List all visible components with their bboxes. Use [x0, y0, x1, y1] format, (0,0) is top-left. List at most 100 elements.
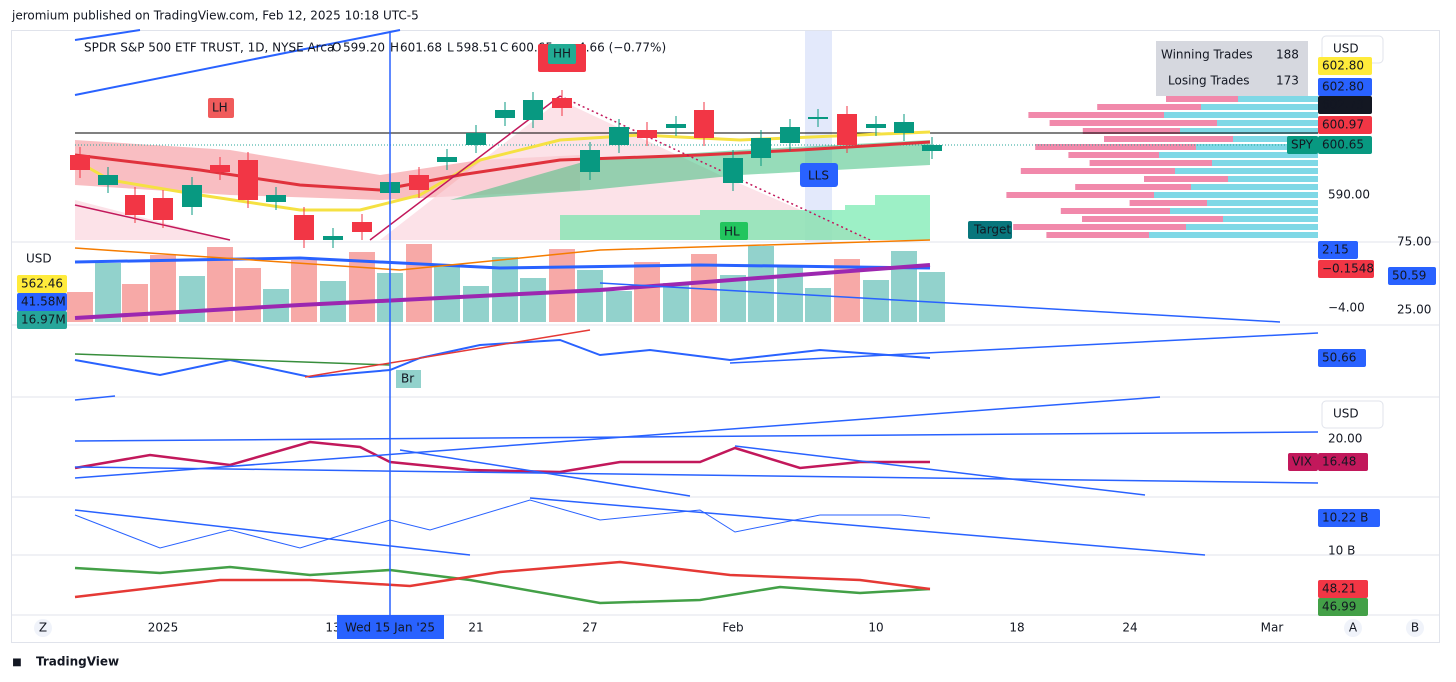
- candle: [437, 157, 457, 162]
- trend-line: [734, 445, 1146, 496]
- profile-bar: [1028, 112, 1164, 118]
- candle: [210, 165, 230, 172]
- volume-bar: [748, 246, 774, 322]
- legend-close-label: C: [500, 41, 508, 55]
- price-label-bg: [1318, 136, 1372, 154]
- candle: [609, 127, 629, 145]
- volume-bar: [577, 270, 603, 322]
- price-level: 590.00: [1328, 188, 1370, 202]
- axis-button[interactable]: A: [1349, 621, 1358, 635]
- time-label: Feb: [722, 621, 743, 635]
- pane-label: 50.66: [1322, 351, 1356, 365]
- candle: [294, 215, 314, 240]
- volume-bar: [349, 252, 375, 322]
- trend-line: [559, 95, 871, 241]
- profile-bar: [1082, 128, 1180, 134]
- indicator-line: [74, 440, 930, 474]
- stats-label: Winning Trades: [1161, 48, 1253, 62]
- profile-bar: [1212, 160, 1318, 166]
- candle: [894, 122, 914, 133]
- candle: [153, 198, 173, 220]
- indicator-line: [74, 565, 931, 605]
- indicator-line: [74, 263, 931, 320]
- pane-label-bg: [1318, 580, 1368, 598]
- trend-line: [729, 332, 1319, 364]
- pane-label: 16.48: [1322, 455, 1356, 469]
- zone-green: [560, 195, 930, 240]
- profile-bar: [1035, 144, 1196, 150]
- crosshair-label: Wed 15 Jan '25: [345, 621, 435, 635]
- legend-open-label: O: [332, 41, 341, 55]
- cloud-pink: [75, 100, 870, 240]
- pane-label: VIX: [1292, 455, 1312, 469]
- volume-bar: [919, 272, 945, 322]
- indicator-line: [74, 256, 931, 270]
- volume-bar: [634, 262, 660, 322]
- profile-bar: [1201, 104, 1318, 110]
- time-label: 10: [868, 621, 883, 635]
- currency: USD: [1333, 42, 1359, 56]
- marker-bg: [548, 44, 576, 64]
- profile-bar: [1228, 176, 1318, 182]
- trend-line: [74, 29, 141, 41]
- marker: HL: [724, 225, 740, 239]
- chart-frame: [11, 30, 1440, 643]
- pane-label-bg: [1318, 241, 1358, 259]
- profile-bar: [1191, 184, 1318, 190]
- trend-line: [74, 466, 1319, 484]
- brand: TradingView: [36, 655, 119, 669]
- pane-label-bg: [1318, 349, 1366, 367]
- volume-bar: [520, 278, 546, 322]
- price-label-bg: [1287, 136, 1318, 154]
- candle: [352, 222, 372, 232]
- marker-bg: [968, 221, 1012, 239]
- candle: [266, 195, 286, 202]
- axis-button[interactable]: Z: [39, 621, 47, 635]
- time-label: 21: [468, 621, 483, 635]
- crosshair-label: [337, 615, 444, 639]
- currency: USD: [1333, 407, 1359, 421]
- legend-open: 599.20: [343, 41, 385, 55]
- marker: LLS: [808, 169, 829, 183]
- profile-bar: [1068, 152, 1159, 158]
- pane-level: −4.00: [1328, 301, 1365, 315]
- price-label-bg: [1318, 96, 1372, 114]
- publisher: jeromium published on TradingView.com, F…: [11, 9, 419, 23]
- price-label: SPY: [1291, 138, 1314, 152]
- trend-line: [74, 509, 471, 556]
- pane-label-bg: [1388, 267, 1436, 285]
- profile-bar: [1175, 168, 1318, 174]
- legend-high: 601.68: [400, 41, 442, 55]
- stats-box: [1156, 41, 1308, 96]
- pane-label: 50.59: [1392, 269, 1426, 283]
- axis-button: [1344, 619, 1362, 637]
- time-label: 13: [325, 621, 340, 635]
- price-label: 600.65: [1322, 138, 1364, 152]
- profile-bar: [1129, 200, 1207, 206]
- candle: [666, 124, 686, 128]
- profile-bar: [1186, 224, 1318, 230]
- pane-label-bg: [1318, 509, 1380, 527]
- pane-label: 16.97M: [21, 313, 66, 327]
- pane-label: 10.22 B: [1322, 511, 1368, 525]
- profile-bar: [1217, 120, 1318, 126]
- profile-bar: [1223, 216, 1318, 222]
- profile-bar: [1238, 96, 1318, 102]
- pane-label-bg: [1318, 260, 1374, 278]
- pane-label: 46.99: [1322, 600, 1356, 614]
- indicator-line: [74, 353, 391, 366]
- candle: [98, 175, 118, 185]
- marker: HH: [553, 47, 571, 61]
- pane-label-bg: [17, 311, 67, 329]
- profile-bar: [1075, 184, 1191, 190]
- time-label: Mar: [1261, 621, 1284, 635]
- legend-low-label: L: [447, 41, 454, 55]
- indicator-line: [74, 499, 931, 549]
- axis-button[interactable]: B: [1411, 621, 1419, 635]
- profile-bar: [1049, 120, 1217, 126]
- stats-label: Losing Trades: [1168, 74, 1250, 88]
- pane-level: 25.00: [1397, 303, 1431, 317]
- profile-bar: [1060, 208, 1170, 214]
- volume-bar: [891, 251, 917, 322]
